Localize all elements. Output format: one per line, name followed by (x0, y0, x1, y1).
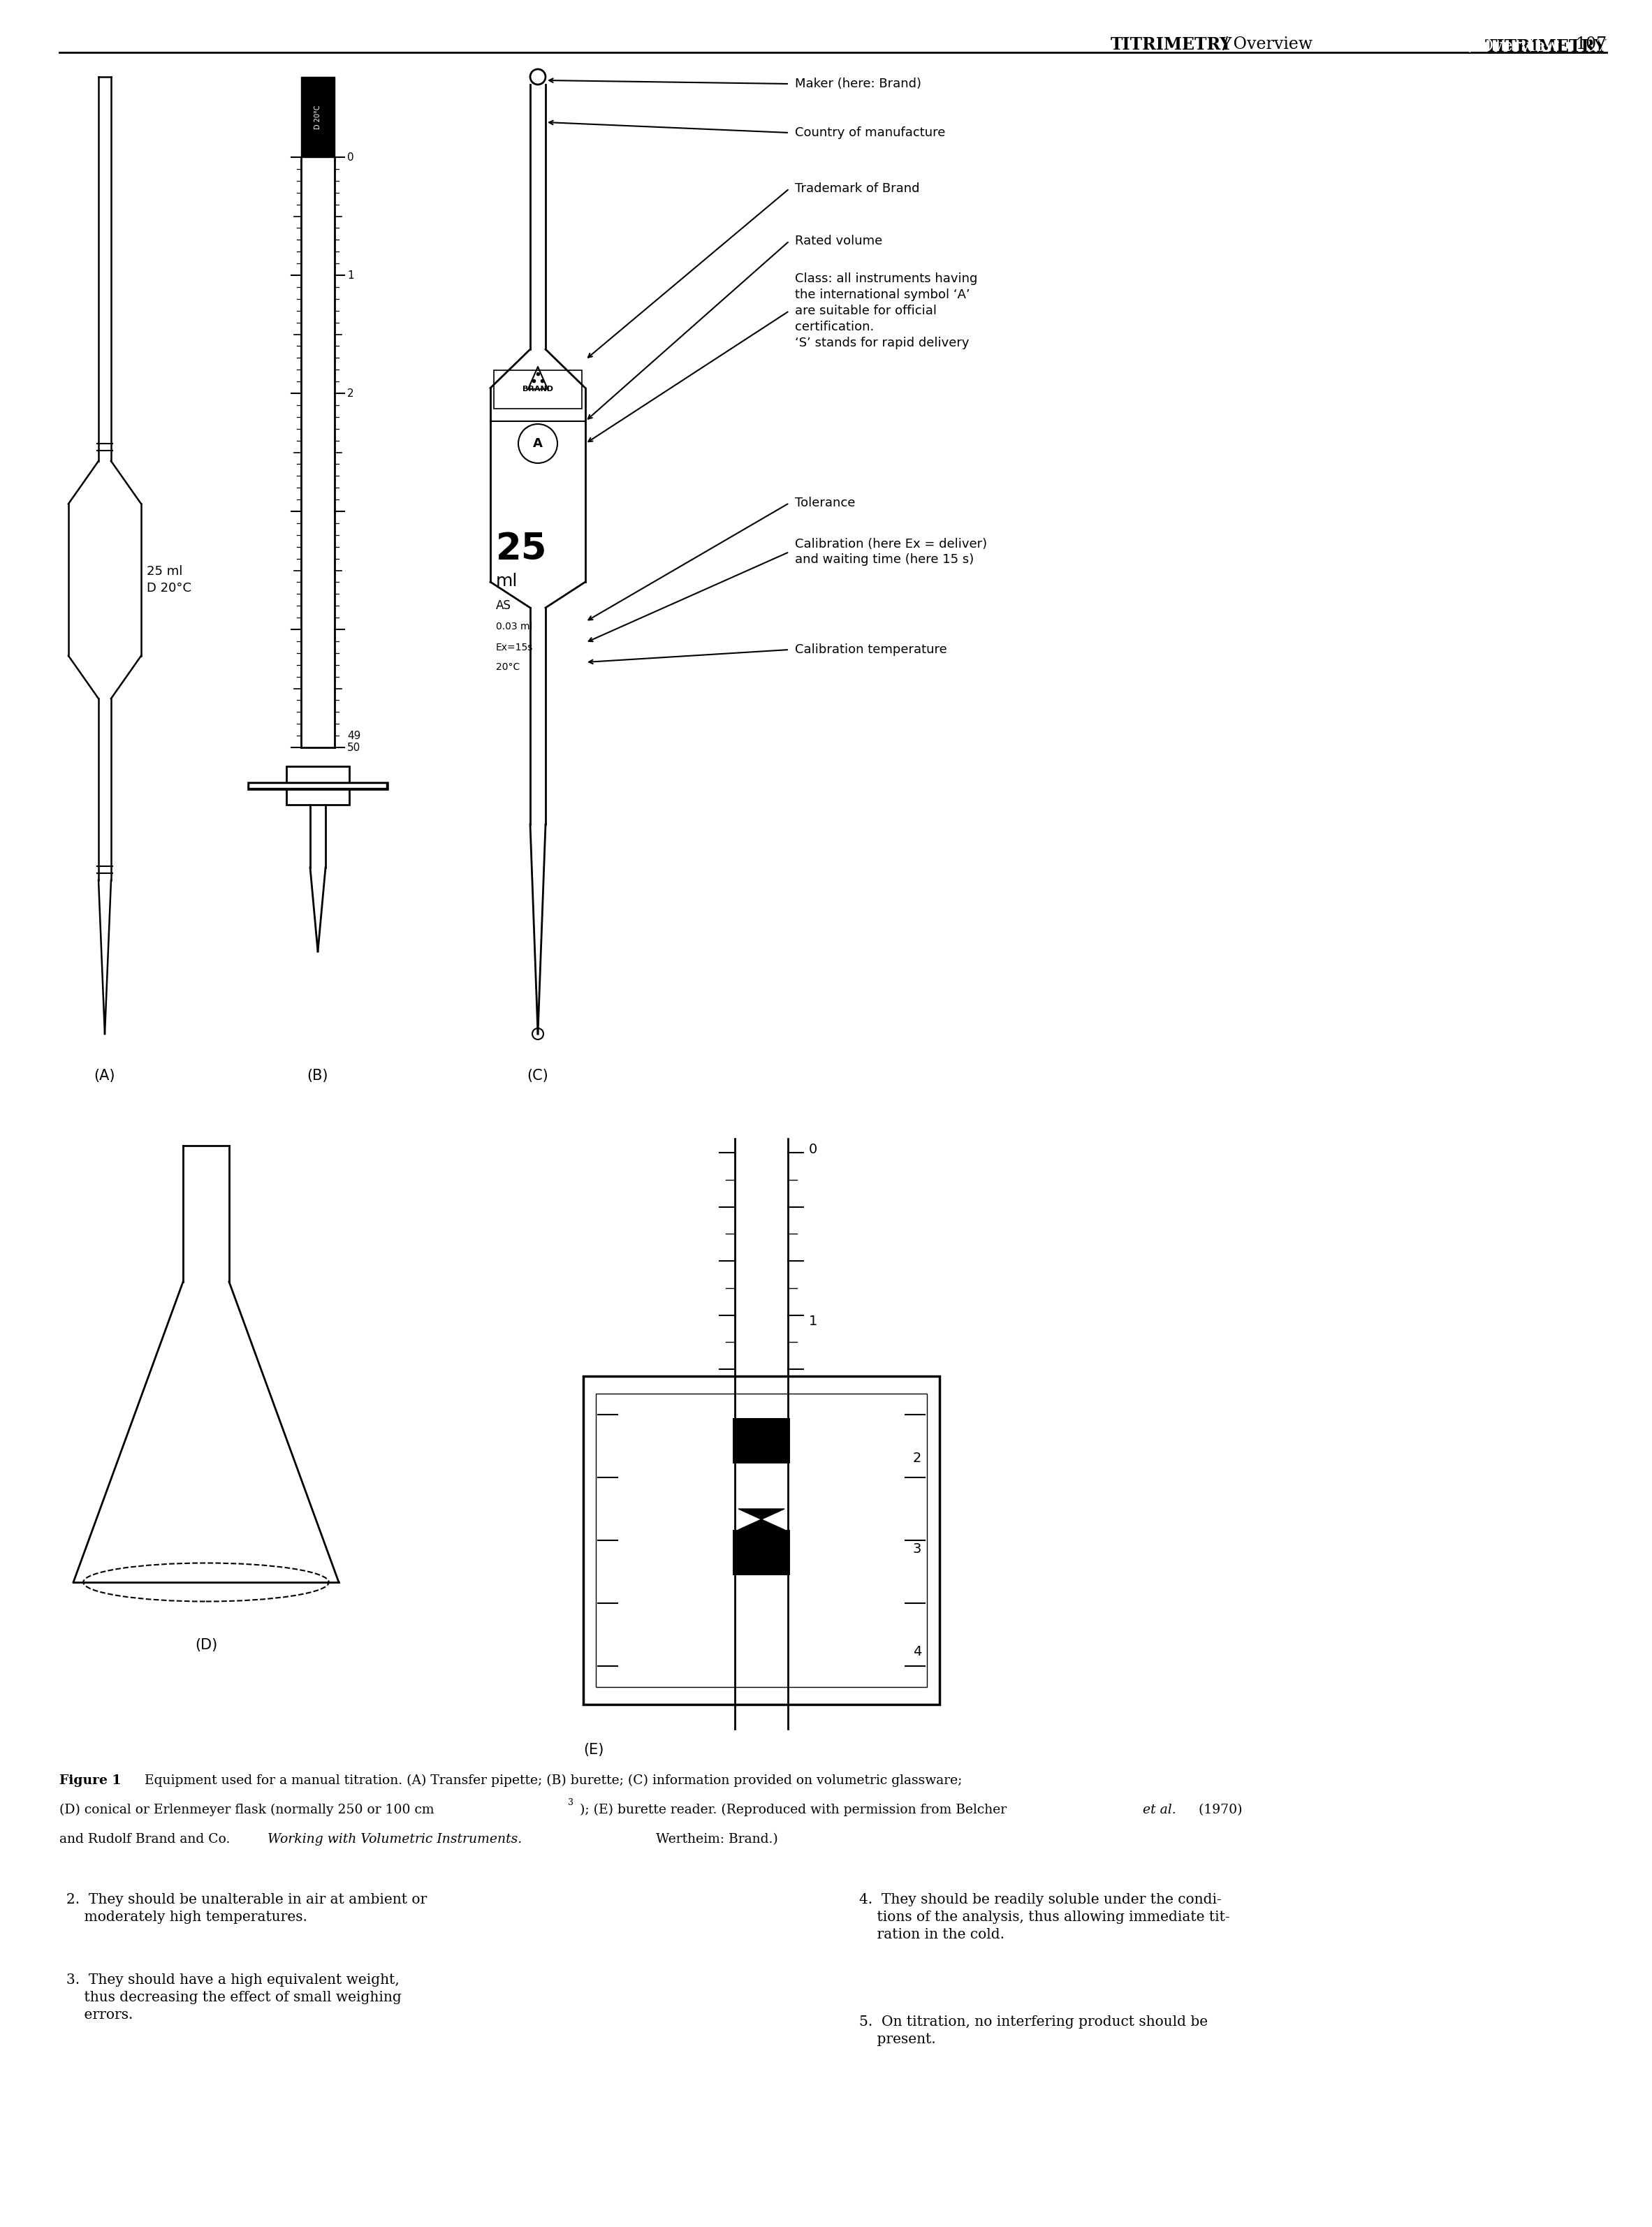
Text: Tolerance: Tolerance (795, 497, 856, 510)
Text: TITRIMETRY: TITRIMETRY (1485, 38, 1607, 56)
Bar (301, 78, 335, 158)
Bar (596, 1394, 927, 1688)
Text: D 20°C: D 20°C (314, 105, 322, 129)
Text: et al.: et al. (1138, 1804, 1176, 1817)
Text: Trademark of Brand: Trademark of Brand (795, 183, 920, 196)
Text: Ex=15s: Ex=15s (496, 644, 534, 653)
Text: TITRIMETRY: TITRIMETRY (1110, 36, 1232, 53)
Text: and Rudolf Brand and Co.: and Rudolf Brand and Co. (59, 1833, 235, 1846)
Bar (286, 766, 349, 804)
Text: / Overview: / Overview (1222, 36, 1313, 53)
Bar (733, 1530, 790, 1574)
Text: ); (E) burette reader. (Reproduced with permission from Belcher: ); (E) burette reader. (Reproduced with … (580, 1804, 1006, 1817)
Text: 0: 0 (347, 151, 354, 163)
Text: Maker (here: Brand): Maker (here: Brand) (795, 78, 922, 89)
Text: 50: 50 (347, 742, 360, 753)
Text: 5.  On titration, no interfering product should be
    present.: 5. On titration, no interfering product … (859, 2015, 1208, 2047)
Text: 2.  They should be unalterable in air at ambient or
    moderately high temperat: 2. They should be unalterable in air at … (66, 1893, 426, 1924)
Text: 20°C: 20°C (496, 661, 520, 673)
Text: (A): (A) (94, 1069, 116, 1082)
Text: Calibration temperature: Calibration temperature (795, 644, 947, 657)
Text: 25 ml
D 20°C: 25 ml D 20°C (147, 566, 192, 595)
Text: Working with Volumetric Instruments.: Working with Volumetric Instruments. (268, 1833, 522, 1846)
Text: 4: 4 (912, 1646, 922, 1659)
Text: Country of manufacture: Country of manufacture (795, 127, 945, 138)
Text: 2: 2 (912, 1452, 922, 1465)
Text: TITRIMETRY / Overview   107: TITRIMETRY / Overview 107 (1355, 38, 1607, 53)
Text: A: A (534, 436, 544, 450)
Text: Calibration (here Ex = deliver)
and waiting time (here 15 s): Calibration (here Ex = deliver) and wait… (795, 537, 988, 566)
Text: 107: 107 (1574, 36, 1607, 53)
Text: ml: ml (496, 572, 517, 590)
Text: Figure 1: Figure 1 (59, 1775, 121, 1786)
Text: 2: 2 (347, 387, 354, 399)
Text: 4.  They should be readily soluble under the condi-
    tions of the analysis, t: 4. They should be readily soluble under … (859, 1893, 1229, 1942)
Text: (D): (D) (195, 1639, 218, 1652)
Text: BRAND: BRAND (522, 385, 553, 392)
Text: (B): (B) (307, 1069, 329, 1082)
Text: 3: 3 (912, 1543, 922, 1557)
Text: (C): (C) (527, 1069, 548, 1082)
Text: 1: 1 (809, 1314, 818, 1327)
Text: Wertheim: Brand.): Wertheim: Brand.) (653, 1833, 778, 1846)
Text: 3: 3 (568, 1797, 573, 1806)
Text: 0: 0 (809, 1142, 818, 1156)
Text: 49: 49 (347, 730, 360, 742)
Bar (583, 1376, 940, 1704)
Text: 1: 1 (347, 269, 354, 281)
Bar (733, 1419, 790, 1463)
Text: AS: AS (496, 599, 510, 612)
Text: (D) conical or Erlenmeyer flask (normally 250 or 100 cm: (D) conical or Erlenmeyer flask (normall… (59, 1804, 434, 1817)
Text: Class: all instruments having
the international symbol ‘A’
are suitable for offi: Class: all instruments having the intern… (795, 272, 978, 350)
Text: 3.  They should have a high equivalent weight,
    thus decreasing the effect of: 3. They should have a high equivalent we… (66, 1973, 401, 2022)
Text: (1970): (1970) (1194, 1804, 1242, 1817)
Text: 0.03 ml: 0.03 ml (496, 621, 532, 632)
Polygon shape (738, 1510, 785, 1550)
Bar (494, 370, 582, 410)
Text: Equipment used for a manual titration. (A) Transfer pipette; (B) burette; (C) in: Equipment used for a manual titration. (… (135, 1775, 961, 1786)
Text: Rated volume: Rated volume (795, 234, 882, 247)
Text: 25: 25 (496, 530, 547, 568)
Text: (E): (E) (583, 1744, 603, 1757)
